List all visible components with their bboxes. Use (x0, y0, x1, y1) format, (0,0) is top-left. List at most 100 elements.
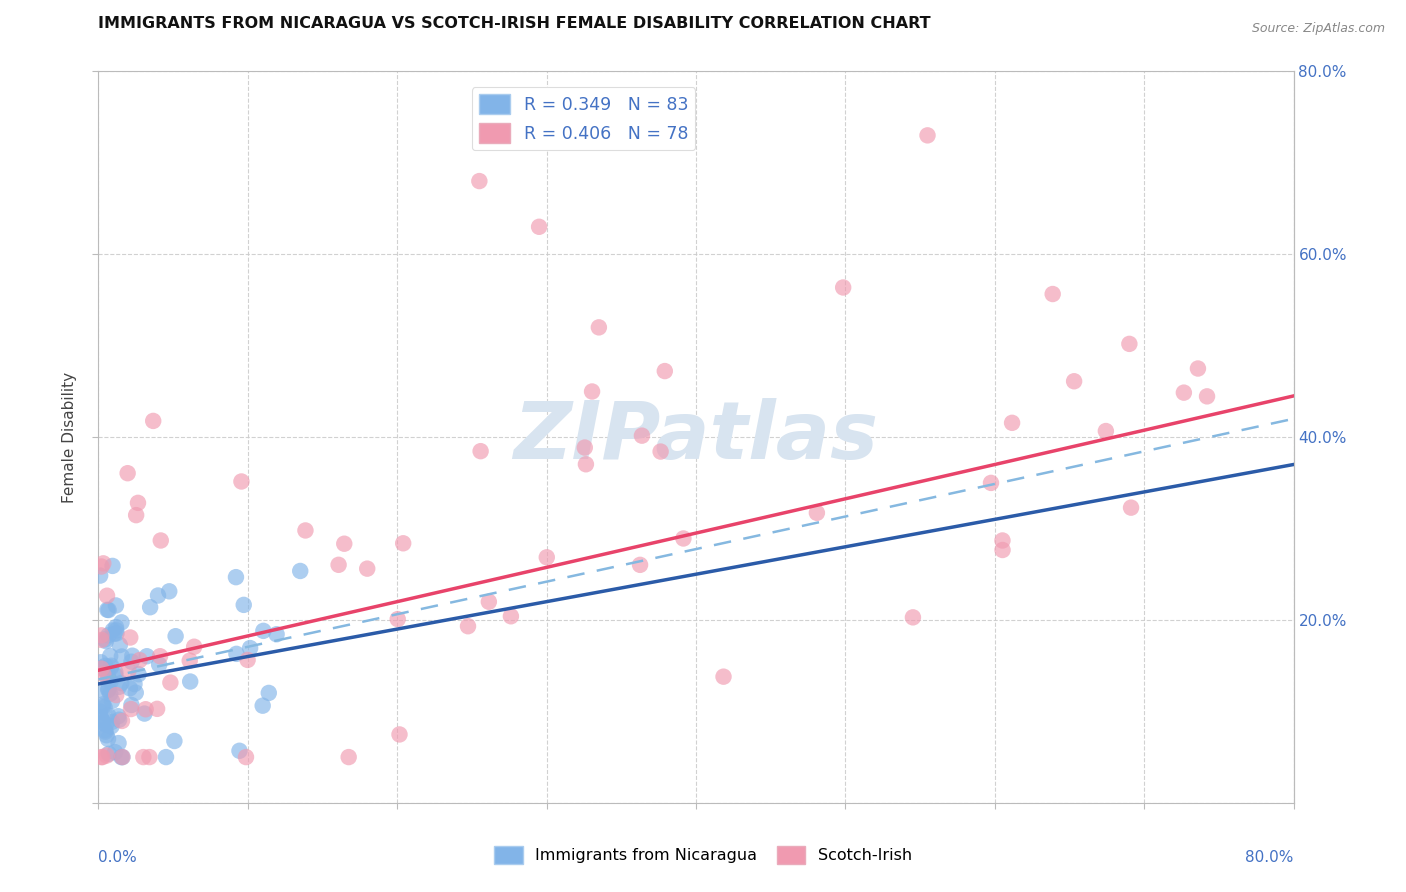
Point (104, 599, 127, 613)
Point (134, 706, 156, 721)
Point (1119, 500, 1142, 515)
Point (333, 537, 356, 551)
Point (337, 750, 360, 764)
Point (142, 414, 165, 428)
Point (155, 750, 177, 764)
Point (107, 709, 129, 723)
Point (266, 627, 288, 641)
Point (628, 558, 651, 572)
Point (108, 638, 131, 652)
Point (94, 632, 117, 647)
Point (1118, 337, 1140, 351)
Point (97, 683, 120, 698)
Point (631, 428, 654, 442)
Point (159, 675, 181, 690)
Point (104, 668, 127, 682)
Text: ZIPatlas: ZIPatlas (513, 398, 879, 476)
Point (97, 731, 120, 746)
Point (901, 610, 924, 624)
Point (135, 702, 157, 716)
Point (100, 658, 122, 673)
Point (356, 561, 378, 575)
Point (252, 624, 274, 638)
Point (581, 384, 603, 399)
Point (135, 649, 157, 664)
Point (125, 686, 148, 700)
Point (290, 564, 312, 578)
Point (105, 620, 128, 634)
Point (146, 702, 169, 716)
Point (806, 506, 828, 520)
Point (96, 666, 118, 681)
Point (713, 670, 735, 684)
Point (257, 686, 280, 700)
Point (111, 714, 134, 728)
Point (392, 536, 415, 550)
Point (108, 713, 131, 727)
Point (917, 128, 939, 143)
Legend: R = 0.349   N = 83, R = 0.406   N = 78: R = 0.349 N = 83, R = 0.406 N = 78 (471, 87, 695, 150)
Point (97, 681, 120, 696)
Point (111, 750, 134, 764)
Point (103, 626, 125, 640)
Point (146, 589, 169, 603)
Point (96, 748, 118, 763)
Point (575, 457, 598, 471)
Point (120, 631, 142, 645)
Point (128, 653, 150, 667)
Point (457, 619, 479, 633)
Point (111, 649, 134, 664)
Point (98, 687, 121, 701)
Point (128, 667, 150, 681)
Point (98, 648, 121, 663)
Point (91, 699, 114, 714)
Point (100, 719, 122, 733)
Point (96, 603, 118, 617)
Point (90, 559, 112, 574)
Point (165, 629, 187, 643)
Point (101, 714, 124, 729)
Point (105, 626, 128, 640)
Point (101, 624, 124, 638)
Point (90, 662, 112, 676)
Point (101, 558, 124, 573)
Point (89, 568, 111, 582)
Point (149, 649, 172, 664)
Point (105, 688, 128, 702)
Point (121, 655, 143, 669)
Point (118, 681, 141, 696)
Point (588, 320, 610, 334)
Text: Source: ZipAtlas.com: Source: ZipAtlas.com (1251, 22, 1385, 36)
Point (183, 640, 205, 654)
Point (94, 723, 117, 737)
Point (387, 612, 409, 626)
Point (104, 665, 127, 680)
Point (132, 750, 155, 764)
Point (96, 589, 118, 603)
Y-axis label: Female Disability: Female Disability (62, 371, 77, 503)
Point (138, 750, 160, 764)
Point (1187, 361, 1209, 376)
Point (90, 750, 112, 764)
Point (235, 750, 257, 764)
Point (672, 532, 695, 546)
Point (148, 657, 170, 672)
Point (149, 533, 172, 548)
Point (120, 702, 142, 716)
Point (125, 508, 148, 523)
Point (127, 496, 149, 510)
Point (1095, 424, 1118, 438)
Legend: Immigrants from Nicaragua, Scotch-Irish: Immigrants from Nicaragua, Scotch-Irish (488, 839, 918, 871)
Point (90, 628, 112, 642)
Point (980, 475, 1002, 490)
Point (991, 543, 1014, 558)
Point (94, 717, 117, 731)
Point (294, 524, 316, 538)
Point (100, 660, 122, 674)
Point (121, 648, 143, 663)
Point (499, 609, 522, 624)
Point (117, 664, 139, 678)
Point (654, 364, 676, 378)
Point (117, 466, 139, 480)
Point (97, 628, 120, 642)
